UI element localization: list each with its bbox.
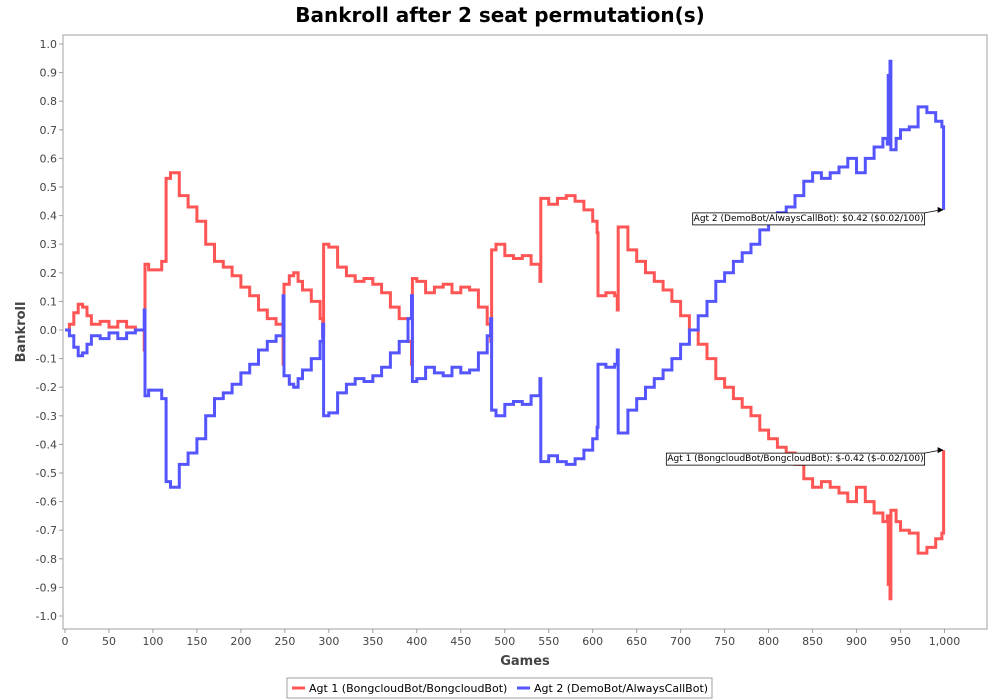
y-tick-label: 0.8 bbox=[40, 95, 58, 108]
y-tick-label: -0.5 bbox=[36, 467, 57, 480]
y-axis: 1.0 0.9 0.8 0.7 0.6 0.5 0.4 0.3 0.2 0.1 0.0 -0.1 -0.… bbox=[36, 38, 63, 623]
x-tick-label: 500 bbox=[494, 635, 515, 648]
x-tick-label: 50 bbox=[102, 635, 116, 648]
x-tick-label: 550 bbox=[538, 635, 559, 648]
y-axis-label: Bankroll bbox=[14, 302, 29, 363]
x-tick-label: 150 bbox=[186, 635, 207, 648]
series-line-agt2 bbox=[65, 59, 946, 489]
y-tick-label: -0.6 bbox=[36, 496, 57, 509]
y-tick-label: -0.7 bbox=[36, 524, 57, 537]
x-tick-label: 350 bbox=[362, 635, 383, 648]
y-tick-label: 0.2 bbox=[40, 267, 58, 280]
y-tick-label: 0.3 bbox=[40, 238, 58, 251]
annotation-text: Agt 1 (BongcloudBot/BongcloudBot): $-0.4… bbox=[667, 454, 923, 464]
x-tick-label: 0 bbox=[62, 635, 69, 648]
annotation-layer: Agt 2 (DemoBot/AlwaysCallBot): $0.42 ($0… bbox=[665, 206, 944, 466]
series-layer bbox=[65, 59, 946, 601]
x-tick-label: 250 bbox=[274, 635, 295, 648]
chart-title: Bankroll after 2 seat permutation(s) bbox=[295, 3, 705, 27]
y-tick-label: 0.7 bbox=[40, 124, 58, 137]
plot-area bbox=[62, 34, 988, 630]
x-tick-label: 900 bbox=[846, 635, 867, 648]
x-axis-label: Games bbox=[500, 654, 550, 669]
annotation-arrowhead bbox=[937, 206, 944, 213]
y-tick-label: -0.4 bbox=[36, 438, 57, 451]
legend-box bbox=[286, 677, 713, 699]
y-tick-label: 0.0 bbox=[40, 324, 58, 337]
x-tick-label: 600 bbox=[582, 635, 603, 648]
y-tick-label: 0.4 bbox=[40, 210, 58, 223]
y-tick-label: -0.2 bbox=[36, 381, 57, 394]
y-tick-label: -0.1 bbox=[36, 353, 57, 366]
y-tick-label: 0.1 bbox=[40, 295, 58, 308]
annotation-agt1: Agt 1 (BongcloudBot/BongcloudBot): $-0.4… bbox=[665, 447, 944, 466]
legend-label-agt1: Agt 1 (BongcloudBot/BongcloudBot) bbox=[309, 682, 507, 695]
y-tick-label: 1.0 bbox=[40, 38, 58, 51]
annotation-box bbox=[665, 452, 926, 466]
y-tick-label: 0.5 bbox=[40, 181, 58, 194]
annotation-text: Agt 2 (DemoBot/AlwaysCallBot): $0.42 ($0… bbox=[694, 214, 924, 224]
y-tick-label: -0.8 bbox=[36, 553, 57, 566]
y-tick-label: -0.9 bbox=[36, 581, 57, 594]
y-tick-label: 0.6 bbox=[40, 152, 58, 165]
x-tick-label: 200 bbox=[230, 635, 251, 648]
x-tick-label: 800 bbox=[758, 635, 779, 648]
annotation-box bbox=[692, 212, 926, 226]
x-tick-label: 300 bbox=[318, 635, 339, 648]
y-tick-label: -0.3 bbox=[36, 410, 57, 423]
annotation-arrowhead bbox=[937, 447, 944, 454]
x-tick-label: 450 bbox=[450, 635, 471, 648]
x-tick-label: 700 bbox=[670, 635, 691, 648]
legend: Agt 1 (BongcloudBot/BongcloudBot) Agt 2 … bbox=[286, 677, 713, 699]
x-tick-label: 950 bbox=[890, 635, 911, 648]
x-tick-label: 1,000 bbox=[929, 635, 961, 648]
x-tick-label: 850 bbox=[802, 635, 823, 648]
x-axis: 0 50 100 150 200 250 300 350 400 450 500 550 600 650 7… bbox=[62, 629, 961, 648]
x-tick-label: 750 bbox=[714, 635, 735, 648]
x-tick-label: 100 bbox=[142, 635, 163, 648]
x-tick-label: 650 bbox=[626, 635, 647, 648]
y-tick-label: 0.9 bbox=[40, 67, 58, 80]
annotation-agt2: Agt 2 (DemoBot/AlwaysCallBot): $0.42 ($0… bbox=[692, 206, 944, 226]
legend-label-agt2: Agt 2 (DemoBot/AlwaysCallBot) bbox=[534, 682, 708, 695]
y-tick-label: -1.0 bbox=[36, 610, 57, 623]
x-tick-label: 400 bbox=[406, 635, 427, 648]
